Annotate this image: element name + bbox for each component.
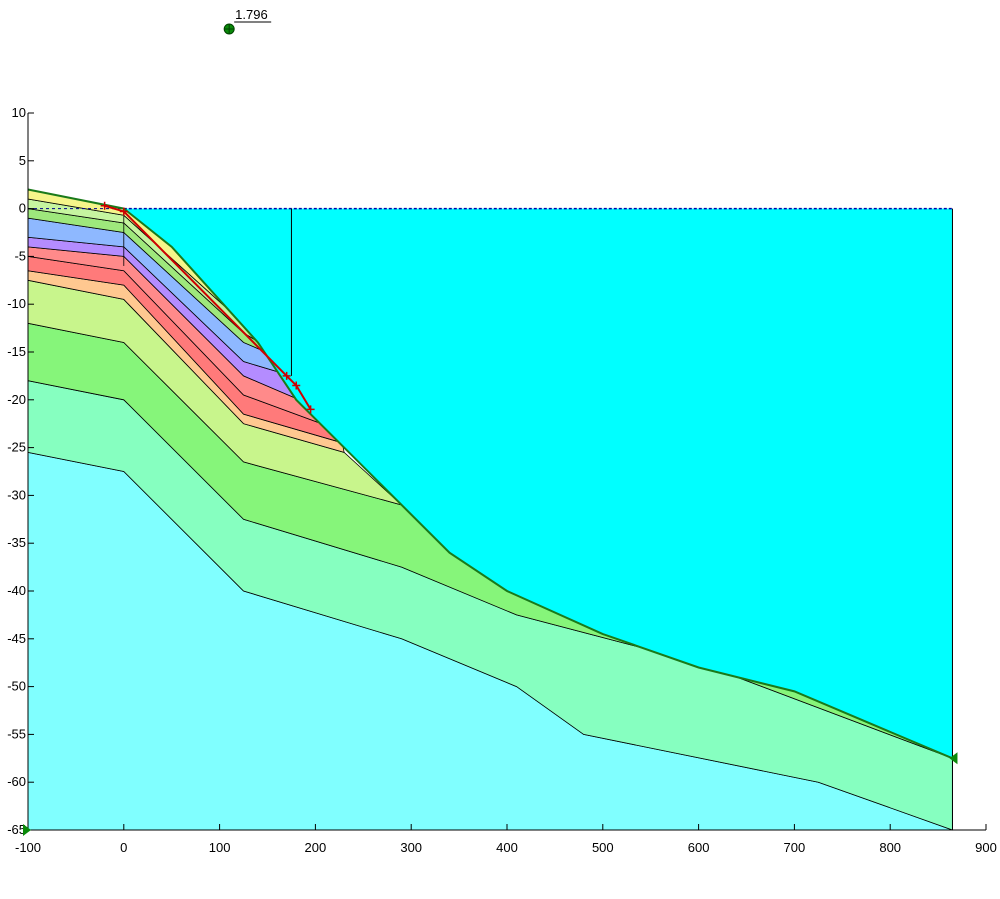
- y-tick-label: -40: [7, 583, 26, 598]
- y-tick-label: -60: [7, 774, 26, 789]
- slip-point-marker-3: [292, 381, 301, 390]
- y-tick-label: -50: [7, 679, 26, 694]
- x-tick-label: 500: [592, 840, 614, 855]
- ground-surface-line: [27, 188, 953, 760]
- y-tick-label: -65: [7, 822, 26, 837]
- x-tick-label: 600: [688, 840, 710, 855]
- y-tick-label: -35: [7, 535, 26, 550]
- y-tick-label: -5: [14, 248, 26, 263]
- slip-point-marker-0: [100, 201, 109, 210]
- y-tick-label: -20: [7, 392, 26, 407]
- axes: -100 0 100 200 300 400 500 600 700 800 900 10 5 0 -5 -1…: [7, 105, 997, 855]
- x-tick-label: 300: [400, 840, 422, 855]
- water-body: [28, 207, 953, 830]
- y-tick-label: -30: [7, 487, 26, 502]
- left-boundary-marker: [23, 824, 31, 836]
- x-tick-label: -100: [15, 840, 41, 855]
- x-tick-label: 400: [496, 840, 518, 855]
- x-tick-label: 0: [120, 840, 127, 855]
- water-area: [123, 208, 953, 759]
- x-tick-label: 700: [784, 840, 806, 855]
- slip-point-marker-1: [119, 207, 128, 216]
- y-tick-label: -25: [7, 440, 26, 455]
- y-tick-label: 10: [12, 105, 26, 120]
- markers: [23, 201, 958, 836]
- x-tick-label: 200: [305, 840, 327, 855]
- factor-of-safety-value: 1.796: [235, 7, 268, 22]
- y-tick-label: -45: [7, 631, 26, 646]
- right-boundary-marker: [949, 752, 958, 765]
- y-tick-label: -10: [7, 296, 26, 311]
- slip-point-marker-2: [282, 371, 291, 380]
- y-tick-label: 5: [19, 153, 26, 168]
- slip-point-marker-4: [306, 405, 315, 414]
- x-tick-label: 800: [879, 840, 901, 855]
- slip-center-cross: [224, 24, 235, 34]
- y-tick-label: -55: [7, 726, 26, 741]
- x-tick-label: 900: [975, 840, 997, 855]
- y-tick-label: -15: [7, 344, 26, 359]
- y-tick-label: 0: [19, 201, 26, 216]
- factor-of-safety-label[interactable]: 1.796: [223, 7, 272, 35]
- x-tick-label: 100: [209, 840, 231, 855]
